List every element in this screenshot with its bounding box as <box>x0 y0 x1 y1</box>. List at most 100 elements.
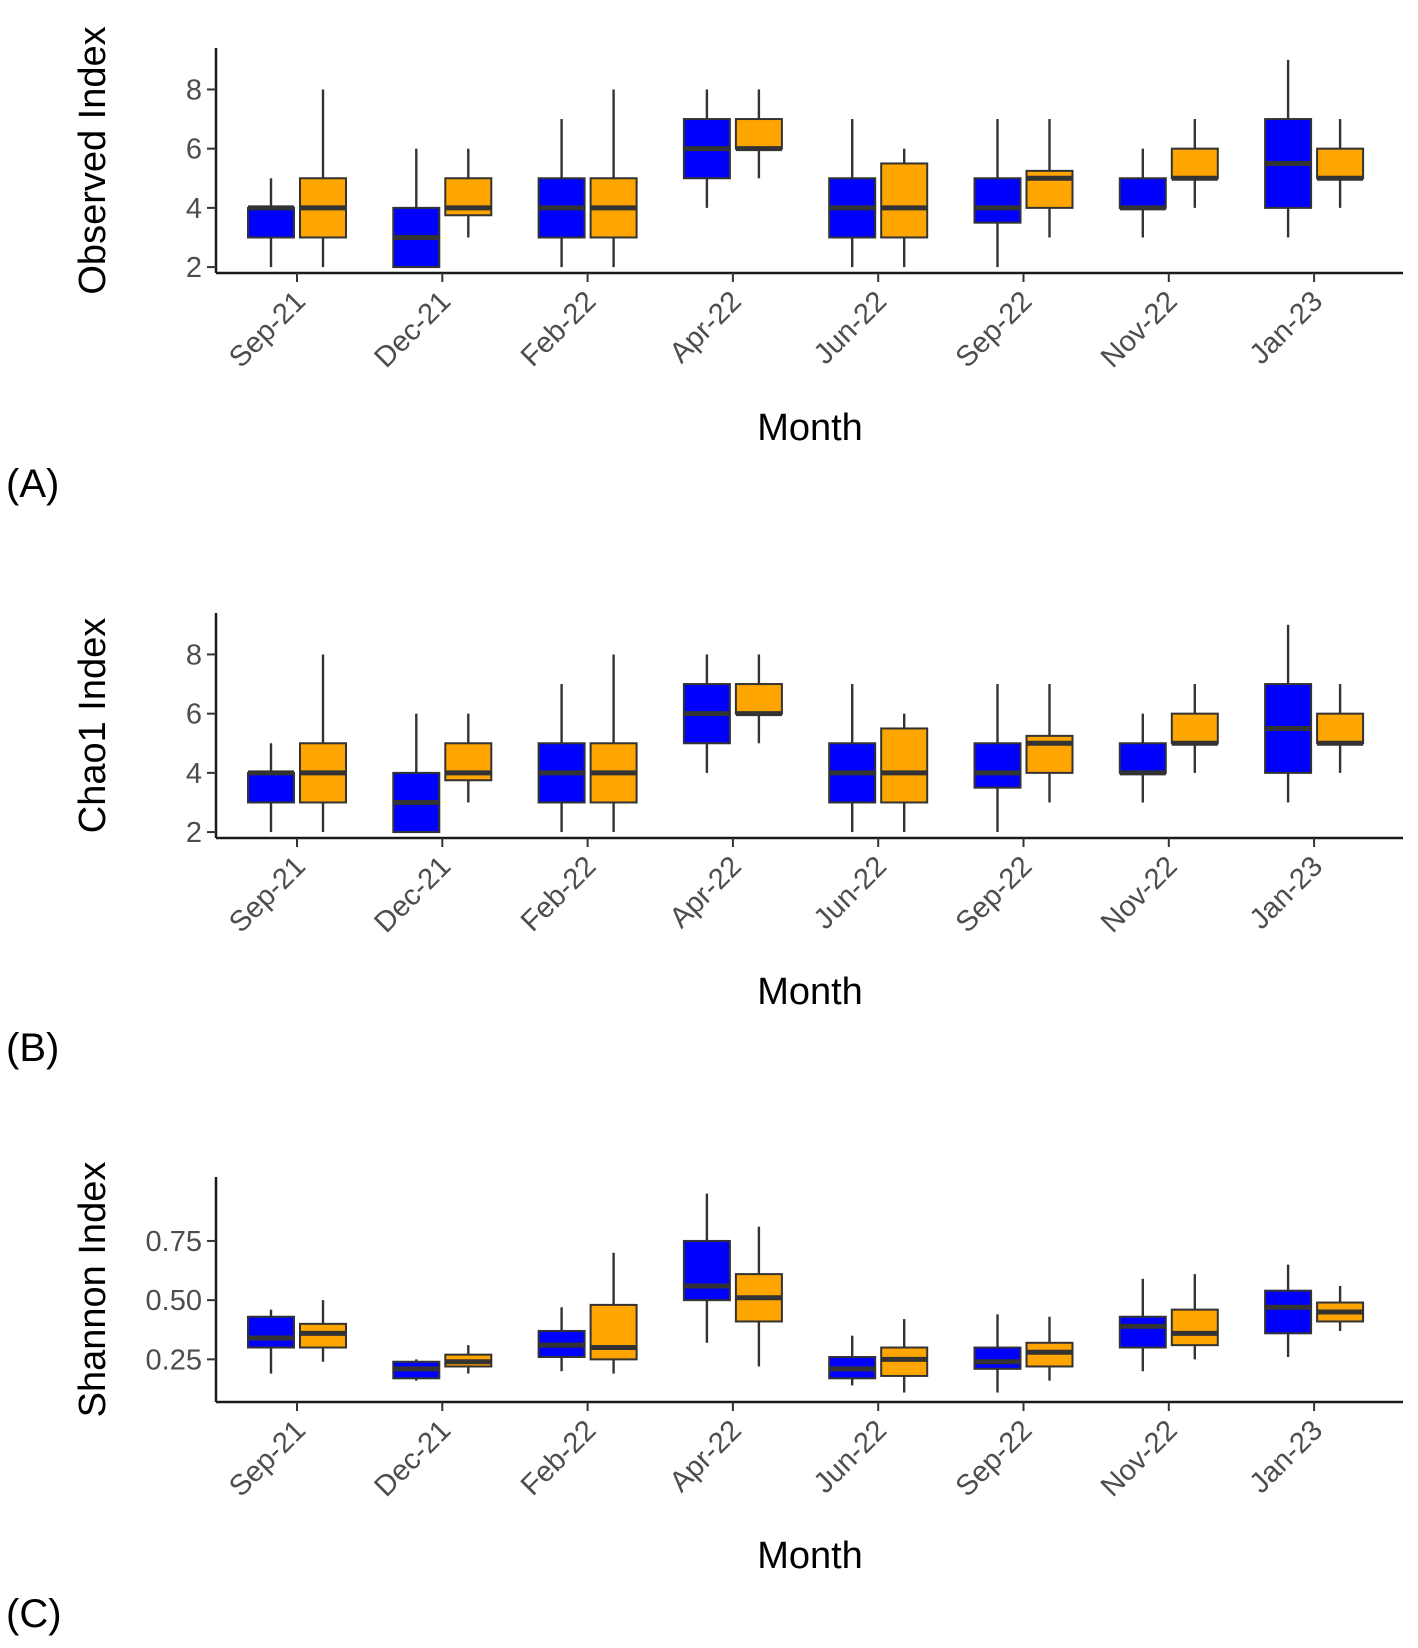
y-tick-label: 2 <box>186 817 202 849</box>
box-body <box>734 683 783 715</box>
box-group1-feb-22 <box>537 684 586 833</box>
x-tick-label: Feb-22 <box>515 285 603 373</box>
box-group1-jun-22 <box>828 119 877 268</box>
y-tick-label: 8 <box>186 74 202 106</box>
box-body <box>247 771 295 804</box>
x-tick-label: Sep-22 <box>950 850 1039 939</box>
box-body <box>880 727 929 804</box>
y-tick-label: 0.75 <box>146 1226 202 1258</box>
box-group1-sep-22 <box>973 119 1022 268</box>
box-body <box>1170 1308 1219 1347</box>
box-group1-sep-21 <box>247 743 295 833</box>
x-tick-label: Jan-23 <box>1244 850 1329 935</box>
box-group1-nov-22 <box>1118 1278 1167 1372</box>
box-group2-jun-22 <box>880 713 929 833</box>
box-group1-apr-22 <box>682 654 731 773</box>
y-tick-label: 4 <box>186 193 202 225</box>
y-tick-label: 2 <box>186 252 202 284</box>
box-group2-jan-23 <box>1316 119 1365 208</box>
box-group2-jan-23 <box>1316 684 1365 773</box>
box-group1-jan-23 <box>1264 1264 1313 1357</box>
box-group2-feb-22 <box>589 1252 638 1374</box>
box-group2-jun-22 <box>880 1319 929 1393</box>
x-tick-label: Nov-22 <box>1095 1414 1184 1503</box>
box-group1-feb-22 <box>537 119 586 268</box>
box-body <box>1170 147 1219 180</box>
box-group1-dec-21 <box>392 148 441 269</box>
box-group1-jan-23 <box>1264 59 1313 238</box>
x-tick-label: Sep-22 <box>950 285 1039 374</box>
box-group1-jun-22 <box>828 684 877 833</box>
box-group1-sep-21 <box>247 178 295 268</box>
x-axis-title: Month <box>757 407 863 449</box>
box-group2-dec-21 <box>444 713 493 803</box>
x-tick-label: Dec-21 <box>369 1414 458 1503</box>
x-tick-label: Dec-21 <box>369 850 458 939</box>
box-group1-dec-21 <box>392 1359 441 1381</box>
box-group1-nov-22 <box>1118 148 1167 238</box>
x-tick-label: Sep-21 <box>223 1414 312 1503</box>
box-body <box>247 206 295 239</box>
x-tick-label: Jan-23 <box>1244 285 1329 370</box>
x-tick-label: Nov-22 <box>1095 850 1184 939</box>
box-body <box>1316 147 1365 180</box>
box-group1-jan-23 <box>1264 624 1313 803</box>
y-tick-label: 0.25 <box>146 1344 202 1376</box>
box-body <box>1170 712 1219 745</box>
panel-2: 2 4 6 8 Sep-21 Dec-21 Feb-22 Apr-22 Jun-22 Sep-22… <box>6 613 1403 1070</box>
box-group1-dec-21 <box>392 713 441 834</box>
x-tick-label: Sep-21 <box>223 285 312 374</box>
box-group2-sep-22 <box>1025 119 1074 238</box>
box-body <box>1264 1289 1313 1335</box>
box-group2-dec-21 <box>444 148 493 238</box>
y-axis-title: Observed Index <box>72 26 114 294</box>
box-group2-nov-22 <box>1170 119 1219 208</box>
box-group1-apr-22 <box>682 89 731 208</box>
box-group1-sep-21 <box>247 1309 295 1374</box>
x-tick-label: Feb-22 <box>515 1414 603 1502</box>
box-group2-dec-21 <box>444 1345 493 1374</box>
box-group2-sep-22 <box>1025 684 1074 803</box>
box-group1-apr-22 <box>682 1193 731 1343</box>
x-tick-label: Apr-22 <box>664 850 748 934</box>
x-tick-label: Sep-22 <box>950 1414 1039 1503</box>
box-body <box>1316 712 1365 745</box>
box-group2-nov-22 <box>1170 684 1219 773</box>
x-tick-label: Feb-22 <box>515 850 603 938</box>
box-group2-sep-21 <box>299 654 347 833</box>
box-body <box>1118 177 1167 209</box>
box-body <box>973 177 1022 224</box>
box-group1-feb-22 <box>537 1307 586 1372</box>
x-tick-label: Apr-22 <box>664 1414 748 1498</box>
x-tick-label: Nov-22 <box>1095 285 1184 374</box>
box-body <box>682 1239 731 1302</box>
box-group1-jun-22 <box>828 1335 877 1386</box>
box-group2-nov-22 <box>1170 1274 1219 1360</box>
x-tick-label: Jun-22 <box>808 1414 893 1499</box>
box-group2-apr-22 <box>734 1226 783 1367</box>
box-group1-nov-22 <box>1118 713 1167 803</box>
box-group2-jun-22 <box>880 148 929 268</box>
y-axis-title: Chao1 Index <box>72 618 114 834</box>
y-tick-label: 6 <box>186 134 202 166</box>
x-tick-label: Dec-21 <box>369 285 458 374</box>
panel-3: 0.25 0.50 0.75 Sep-21 Dec-21 Feb-22 Apr-22 Jun-… <box>6 1162 1403 1636</box>
x-tick-label: Sep-21 <box>223 850 312 939</box>
x-axis-title: Month <box>757 1535 863 1577</box>
box-group2-apr-22 <box>734 654 783 744</box>
box-body <box>1118 742 1167 774</box>
panel-label: (B) <box>6 1026 59 1070</box>
box-group1-sep-22 <box>973 1314 1022 1393</box>
y-tick-label: 8 <box>186 639 202 671</box>
panel-1: 2 4 6 8 Sep-21 Dec-21 Feb-22 Apr-22 Jun-22 Sep-22… <box>6 26 1403 506</box>
box-body <box>734 118 783 150</box>
box-group2-sep-22 <box>1025 1316 1074 1381</box>
y-tick-label: 4 <box>186 758 202 790</box>
box-group2-sep-21 <box>299 1300 347 1362</box>
box-body <box>247 1315 295 1349</box>
y-axis-title: Shannon Index <box>72 1162 114 1418</box>
box-body <box>973 1346 1022 1370</box>
x-axis-title: Month <box>757 971 863 1013</box>
